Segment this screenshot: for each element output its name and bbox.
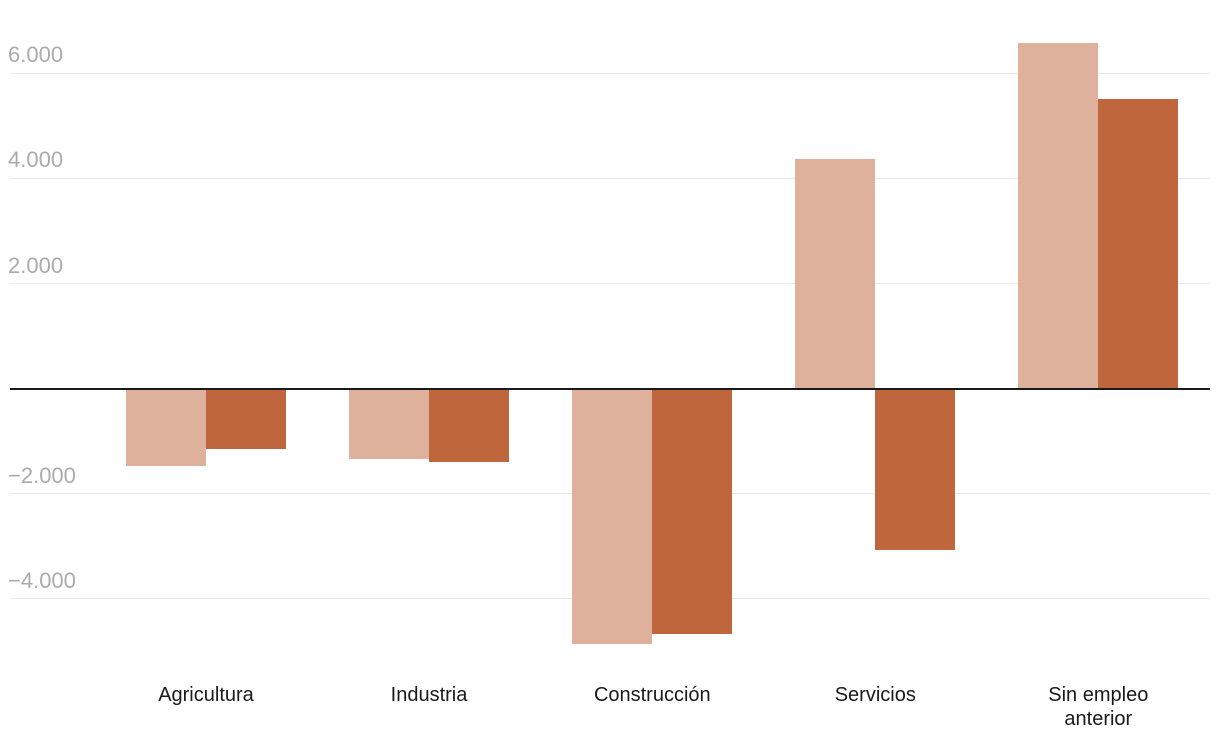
bar-industria-serie-1	[349, 388, 429, 459]
y-axis-tick-label: −4.000	[8, 567, 76, 593]
y-axis-tick-label: −2.000	[8, 462, 76, 488]
y-axis-tick-label: 2.000	[8, 252, 64, 278]
bar-construccion-serie-1	[572, 388, 653, 644]
gridline	[10, 72, 1210, 74]
bar-sin-empleo-anterior-serie-1	[1018, 42, 1099, 389]
category-label-construccion: Construcción	[593, 684, 711, 706]
gridline	[10, 283, 1210, 285]
bar-servicios-serie-2	[875, 388, 956, 550]
y-axis-tick-label: 6.000	[8, 42, 64, 68]
bar-industria-serie-2	[429, 388, 509, 463]
category-label-sin-empleo-anterior: Sin empleo anterior	[1048, 684, 1149, 730]
bar-agricultura-serie-2	[206, 388, 286, 450]
bar-servicios-serie-1	[795, 159, 876, 389]
category-label-industria: Industria	[390, 684, 468, 706]
bar-agricultura-serie-1	[126, 388, 206, 466]
zero-axis-line	[10, 387, 1210, 390]
y-axis-tick-label: 4.000	[8, 147, 64, 173]
gridline	[10, 177, 1210, 179]
bar-sin-empleo-anterior-serie-2	[1098, 99, 1179, 389]
bar-construccion-serie-2	[652, 388, 733, 635]
category-label-agricultura: Agricultura	[158, 684, 254, 706]
category-label-servicios: Servicios	[834, 684, 916, 706]
